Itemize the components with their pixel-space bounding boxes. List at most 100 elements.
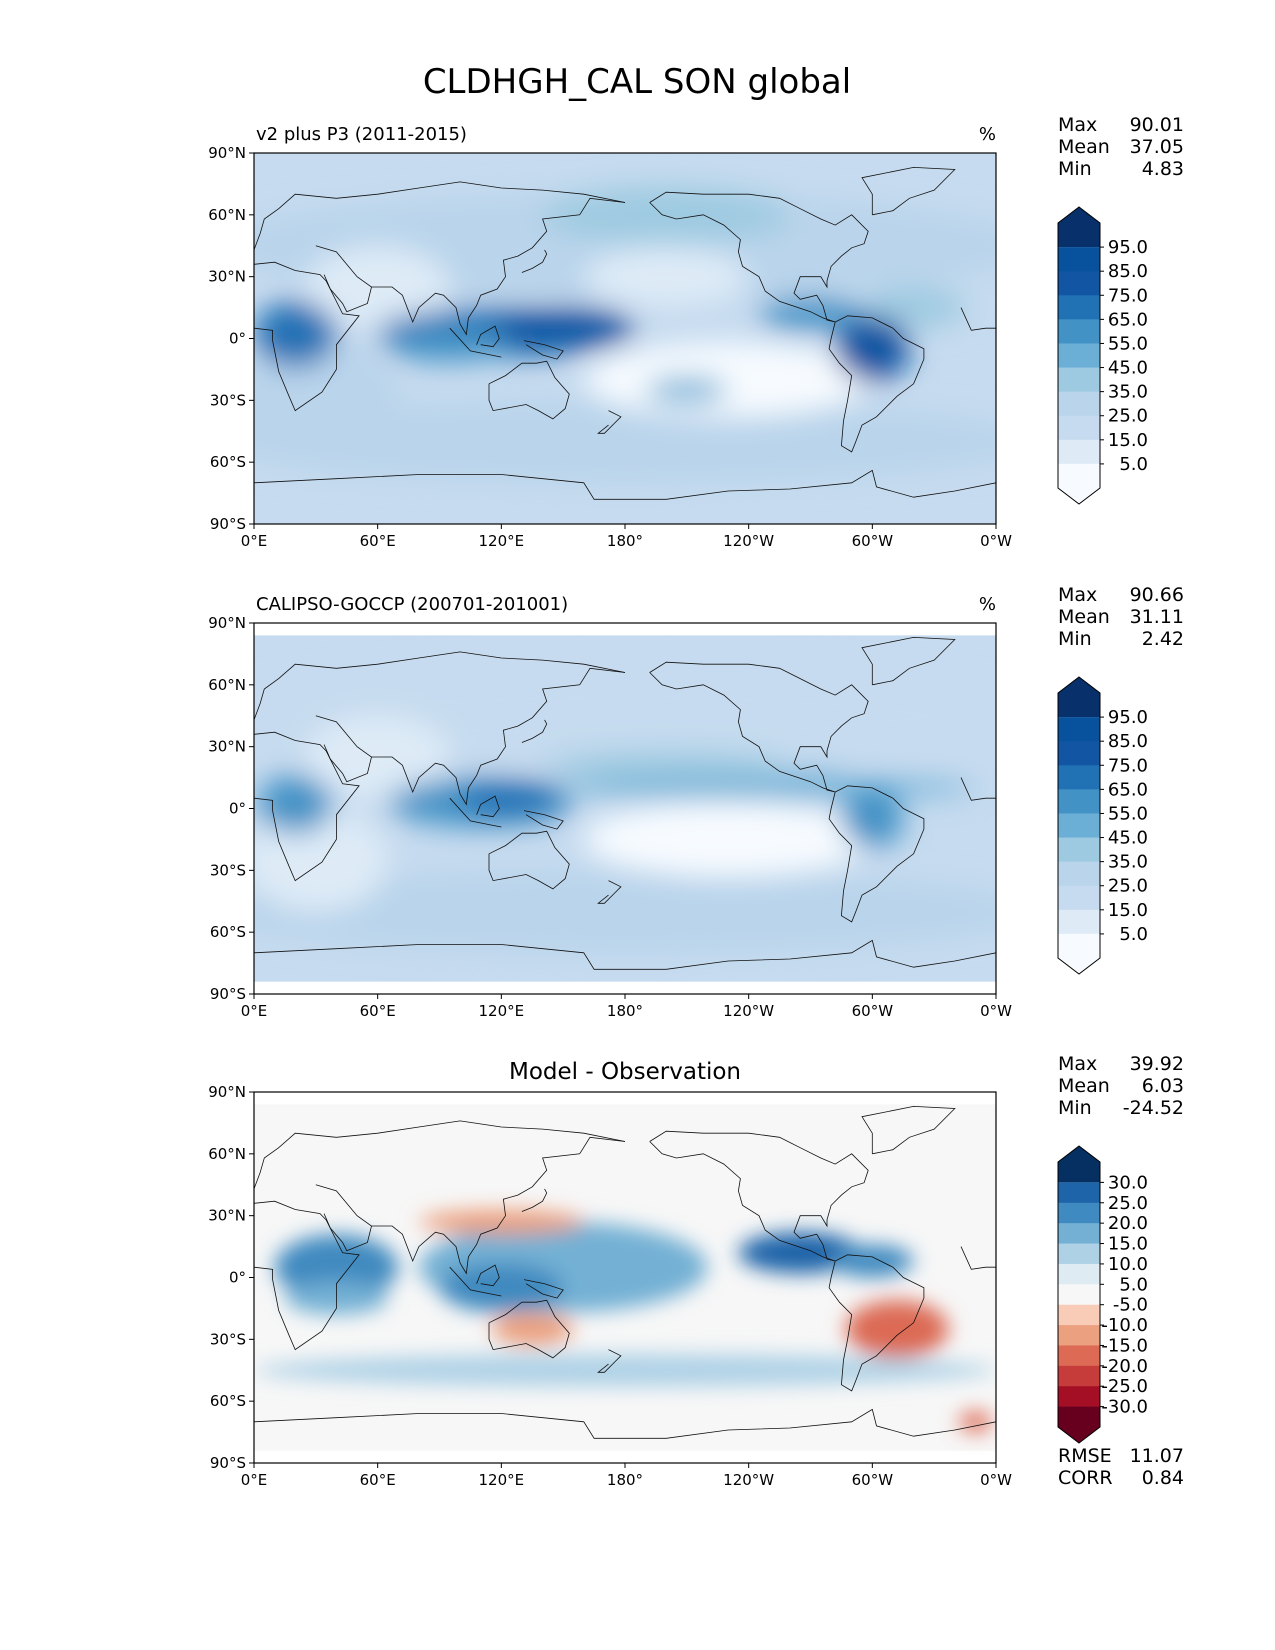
x-tick-label: 120°W <box>723 1002 774 1020</box>
x-tick-label: 0°E <box>241 1471 268 1489</box>
colorbar-label: 30.0 <box>1108 1172 1148 1193</box>
field-contour <box>845 1300 949 1358</box>
colorbar-outline <box>1057 1145 1101 1444</box>
coastline <box>597 880 622 904</box>
colorbar-outline <box>1057 676 1101 975</box>
x-tick-label: 120°W <box>723 532 774 550</box>
field-contour <box>254 400 996 483</box>
colorbar-swatch <box>1058 343 1100 369</box>
field-contour <box>254 338 399 463</box>
colorbar-label: 45.0 <box>1108 828 1148 849</box>
panel-units: % <box>979 594 996 615</box>
coastline <box>371 197 626 336</box>
colorbar-swatch <box>1058 1284 1100 1306</box>
coastline <box>254 1120 626 1190</box>
stat-value: 90.66 <box>1130 584 1184 606</box>
field-contour <box>491 307 636 349</box>
colorbar-label: 35.0 <box>1108 852 1148 873</box>
y-tick-label: 60°S <box>210 923 246 941</box>
field-contour <box>738 1232 863 1274</box>
x-tick-label: 60°E <box>360 1471 396 1489</box>
colorbar-extend-bottom <box>1058 463 1100 504</box>
x-tick-label: 60°E <box>360 532 396 550</box>
colorbar-label: 5.0 <box>1119 454 1148 475</box>
field-contour <box>862 286 966 329</box>
y-tick-label: 0° <box>229 1269 246 1287</box>
y-tick-label: 0° <box>229 800 246 818</box>
colorbar-label: 45.0 <box>1108 358 1148 379</box>
y-tick-label: 30°N <box>208 738 246 756</box>
coastline <box>597 1349 622 1373</box>
panel-title: Model - Observation <box>509 1059 741 1085</box>
colorbar: 95.0 85.0 75.0 65.0 55.0 45.0 35.0 25.0 15.0 5.0 <box>1057 206 1148 505</box>
x-tick-label: 60°W <box>852 1002 894 1020</box>
coastline <box>523 810 564 830</box>
stat-label: Min <box>1058 628 1092 650</box>
x-tick-label: 120°E <box>479 1471 525 1489</box>
colorbar-swatch <box>1058 861 1100 887</box>
colorbar-swatch <box>1058 391 1100 417</box>
field-contour <box>542 750 790 784</box>
colorbar-label: 65.0 <box>1108 309 1148 330</box>
field-contour <box>460 779 564 817</box>
y-tick-label: 60°N <box>208 1145 246 1163</box>
colorbar-label: 55.0 <box>1108 803 1148 824</box>
colorbar-extend-bottom <box>1058 933 1100 974</box>
y-tick-label: 90°N <box>208 614 246 632</box>
stat-label: Mean <box>1058 1075 1110 1097</box>
field-contour <box>439 1263 564 1313</box>
panel-3: 0°E 60°E 120°E 180° 120°W 60°W 0°W 90°N 60°N 30°N… <box>208 1053 1184 1489</box>
coastlines <box>254 1105 996 1439</box>
x-tick-label: 180° <box>607 1002 643 1020</box>
map-field <box>254 1104 996 1451</box>
stat-value: 31.11 <box>1130 606 1184 628</box>
colorbar-label: 5.0 <box>1119 924 1148 945</box>
colorbar-label: 55.0 <box>1108 333 1148 354</box>
coastline <box>449 1266 502 1297</box>
coastline <box>315 1184 372 1252</box>
coastline <box>254 1200 360 1351</box>
coastline <box>828 785 925 923</box>
colorbar-label: 5.0 <box>1119 1274 1148 1295</box>
field-contour <box>258 775 333 834</box>
x-tick-label: 0°W <box>980 532 1012 550</box>
colorbar-label: -20.0 <box>1101 1356 1148 1377</box>
coastline <box>476 1264 500 1287</box>
coastline <box>649 1130 869 1262</box>
field-contour <box>583 342 873 417</box>
field-contour <box>831 1244 914 1278</box>
y-tick-label: 60°S <box>210 453 246 471</box>
colorbar-swatch <box>1058 837 1100 863</box>
colorbar-label: 75.0 <box>1108 755 1148 776</box>
coastline <box>488 1299 570 1359</box>
x-tick-label: 120°W <box>723 1471 774 1489</box>
field-contour <box>958 1411 992 1433</box>
colorbar-swatch <box>1058 1202 1100 1224</box>
colorbar-swatch <box>1058 271 1100 296</box>
x-tick-label: 0°E <box>241 532 268 550</box>
field-contour <box>835 315 910 382</box>
x-tick-label: 180° <box>607 1471 643 1489</box>
colorbar: 95.0 85.0 75.0 65.0 55.0 45.0 35.0 25.0 15.0 5.0 <box>1057 676 1148 975</box>
coastline <box>476 795 500 818</box>
colorbar-label: -10.0 <box>1101 1315 1148 1336</box>
field-blobs <box>254 664 996 953</box>
panel-subtitle: CALIPSO-GOCCP (200701-201001) <box>256 594 568 615</box>
coastline <box>254 939 996 970</box>
colorbar-label: 65.0 <box>1108 779 1148 800</box>
y-tick-label: 60°S <box>210 1392 246 1410</box>
x-tick-label: 0°W <box>980 1002 1012 1020</box>
coastline <box>828 1254 925 1392</box>
x-tick-label: 60°W <box>852 532 894 550</box>
stat-label: Mean <box>1058 606 1110 628</box>
field-contour <box>491 1312 574 1346</box>
panel-1: 0°E 60°E 120°E 180° 120°W 60°W 0°W 90°N 60°N 30°N… <box>208 114 1184 550</box>
x-tick-label: 0°E <box>241 1002 268 1020</box>
colorbar-swatch <box>1058 295 1100 320</box>
field-contour <box>645 377 729 403</box>
stat-label: Min <box>1058 158 1092 180</box>
coastline <box>960 777 996 801</box>
metric-label: RMSE <box>1058 1445 1112 1467</box>
coastline <box>371 1136 626 1275</box>
coastline <box>521 1188 548 1212</box>
